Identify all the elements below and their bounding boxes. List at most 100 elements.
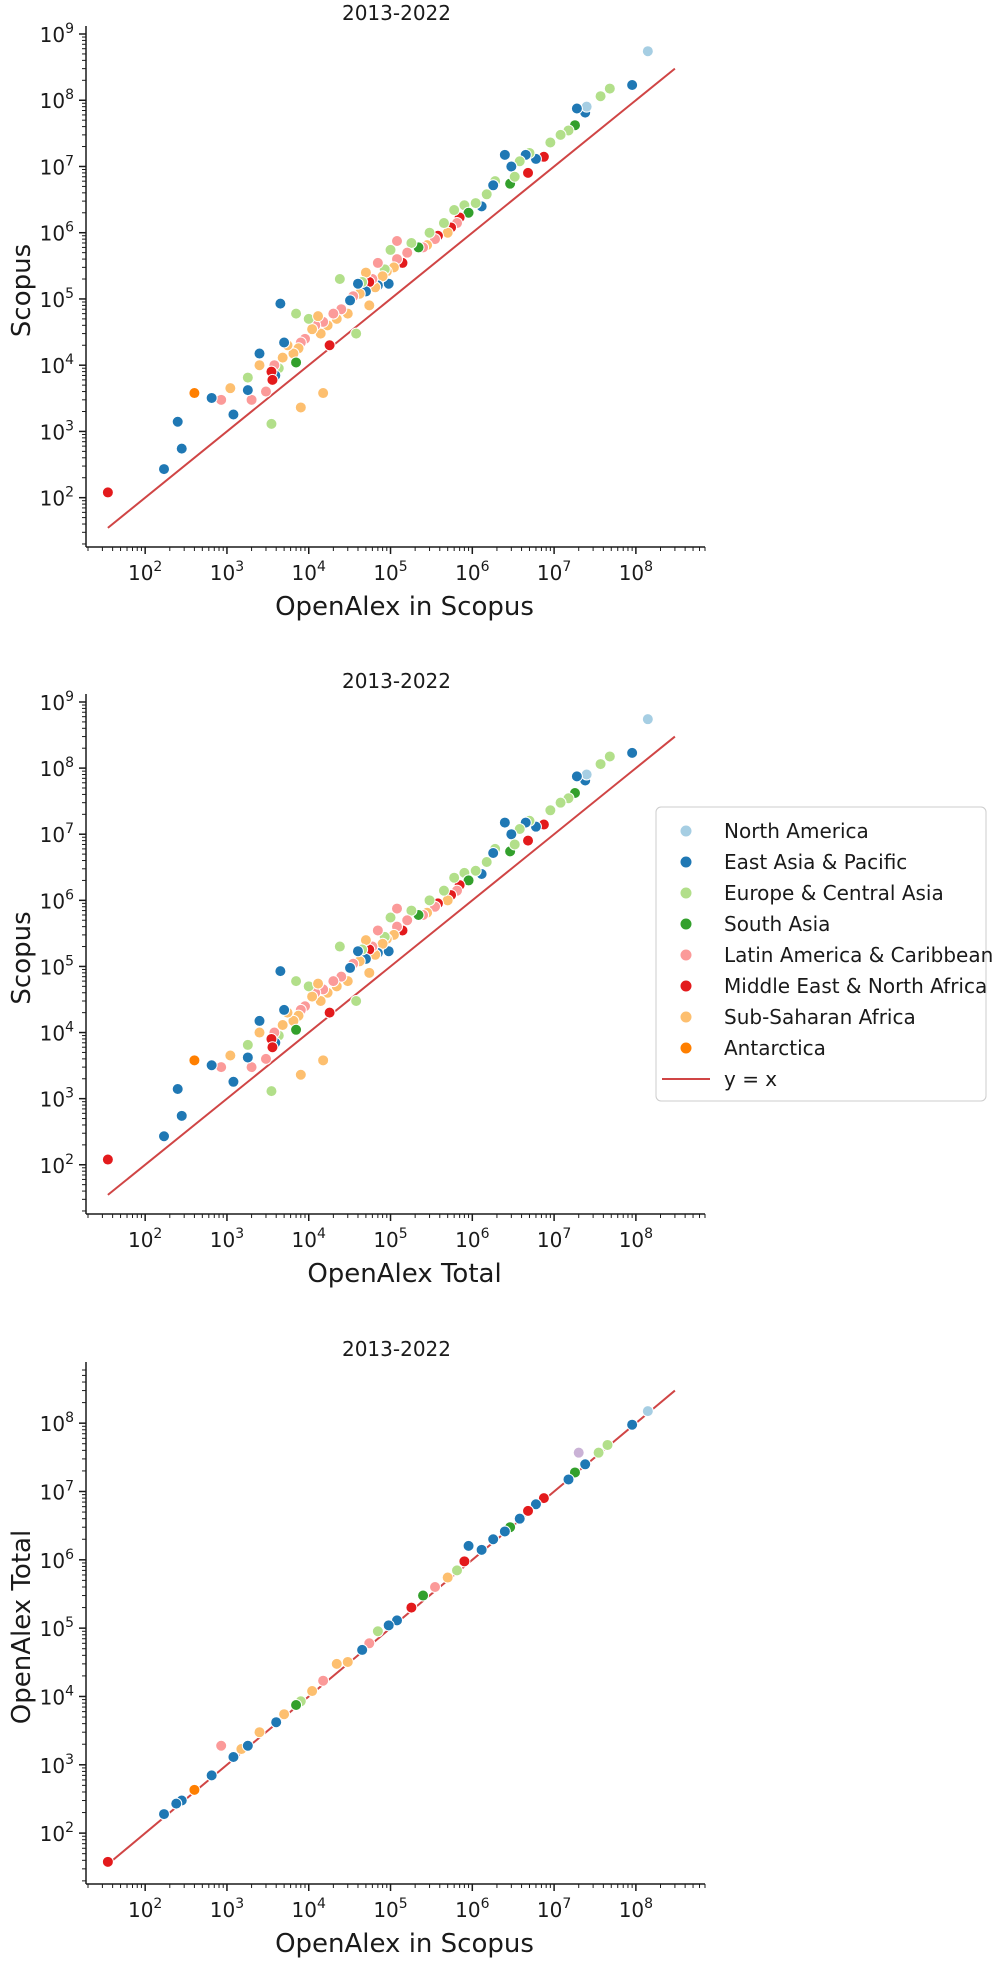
data-point [188, 387, 201, 400]
data-point [603, 750, 616, 763]
x-tick-label: 107 [537, 1896, 571, 1922]
data-point [498, 816, 511, 829]
data-point [290, 307, 303, 320]
data-point [278, 1003, 291, 1016]
y-tick-label: 105 [40, 286, 74, 312]
data-point [508, 838, 521, 851]
data-point [441, 1571, 454, 1584]
data-point [215, 1739, 228, 1752]
y-tick-label: 105 [40, 953, 74, 979]
data-point [554, 128, 567, 141]
data-point [266, 1041, 279, 1054]
data-point [417, 1589, 430, 1602]
data-point [594, 90, 607, 103]
legend-label: Latin America & Caribbean [724, 943, 993, 967]
data-point [498, 148, 511, 161]
y-tick-label: 104 [40, 352, 74, 378]
data-point [579, 1458, 592, 1471]
data-point [469, 197, 482, 210]
y-tick-label: 107 [40, 1478, 74, 1504]
data-point [290, 1023, 303, 1036]
data-point [351, 277, 364, 290]
data-point [522, 834, 535, 847]
identity-line [107, 735, 676, 1196]
data-point [241, 371, 254, 384]
x-axis-label: OpenAlex in Scopus [275, 592, 534, 622]
data-point [537, 1492, 550, 1505]
identity-line [107, 67, 676, 529]
y-axis-label: OpenAlex Total [7, 1530, 37, 1724]
legend-marker [679, 1041, 693, 1055]
data-point [601, 1438, 614, 1451]
legend-label: y = x [724, 1067, 777, 1091]
data-point [505, 828, 518, 841]
data-point [448, 871, 461, 884]
panel-1: 2013-2022 102 103 104 105 106 107 108 102 103 104 1… [7, 1, 706, 622]
legend-label: South Asia [724, 912, 830, 936]
y-tick-label: 103 [40, 418, 74, 444]
x-tick-label: 103 [210, 559, 244, 585]
data-point [423, 226, 436, 239]
data-point [323, 339, 336, 352]
data-point [344, 961, 357, 974]
y-tick-label: 102 [40, 485, 74, 511]
data-point [276, 1019, 289, 1032]
y-tick-label: 106 [40, 887, 74, 913]
data-point [241, 1739, 254, 1752]
data-point [580, 768, 593, 781]
data-point [227, 408, 240, 421]
data-point [265, 417, 278, 430]
data-point [363, 299, 376, 312]
panel-2: 2013-2022 102 103 104 105 106 107 108 102 103 104 1… [7, 669, 706, 1289]
x-tick-label: 106 [455, 559, 489, 585]
data-point [529, 1498, 542, 1511]
data-point [290, 1699, 303, 1712]
legend-frame [655, 806, 987, 1102]
data-point [451, 1564, 464, 1577]
data-point [592, 1446, 605, 1459]
data-point [253, 359, 266, 372]
y-tick-label: 105 [40, 1615, 74, 1641]
x-tick-label: 104 [292, 1896, 326, 1922]
x-axis-label: OpenAlex in Scopus [275, 1929, 534, 1959]
y-tick-label: 107 [40, 153, 74, 179]
data-point [487, 179, 500, 192]
data-point [641, 45, 654, 58]
x-tick-label: 102 [128, 559, 162, 585]
x-tick-label: 104 [292, 1226, 326, 1252]
data-point [259, 385, 272, 398]
data-point [205, 1769, 218, 1782]
x-tick-label: 102 [128, 1226, 162, 1252]
legend-label: Middle East & North Africa [724, 974, 987, 998]
y-tick-label: 109 [40, 689, 74, 715]
x-axis-label: OpenAlex Total [307, 1259, 501, 1289]
x-tick-label: 102 [128, 1896, 162, 1922]
data-point [594, 758, 607, 771]
data-point [175, 1109, 188, 1122]
data-point [253, 1026, 266, 1039]
legend-label: Sub-Saharan Africa [724, 1005, 916, 1029]
chart-title: 2013-2022 [342, 1, 451, 25]
data-point [351, 945, 364, 958]
data-point [423, 894, 436, 907]
data-point [290, 975, 303, 988]
legend-label: Antarctica [724, 1036, 826, 1060]
data-point [241, 384, 254, 397]
y-tick-label: 108 [40, 1410, 74, 1436]
data-point [401, 914, 414, 927]
data-point [312, 977, 325, 990]
data-point [626, 1418, 639, 1431]
legend-marker [679, 948, 693, 962]
data-point [562, 1473, 575, 1486]
y-tick-label: 102 [40, 1152, 74, 1178]
y-axis-label: Scopus [7, 244, 37, 337]
data-point [333, 940, 346, 953]
data-point [274, 297, 287, 310]
data-point [384, 243, 397, 256]
data-point [429, 1581, 442, 1594]
data-point [341, 1655, 354, 1668]
data-point [371, 256, 384, 269]
data-point [391, 902, 404, 915]
x-tick-label: 107 [537, 1226, 571, 1252]
data-point [175, 442, 188, 455]
